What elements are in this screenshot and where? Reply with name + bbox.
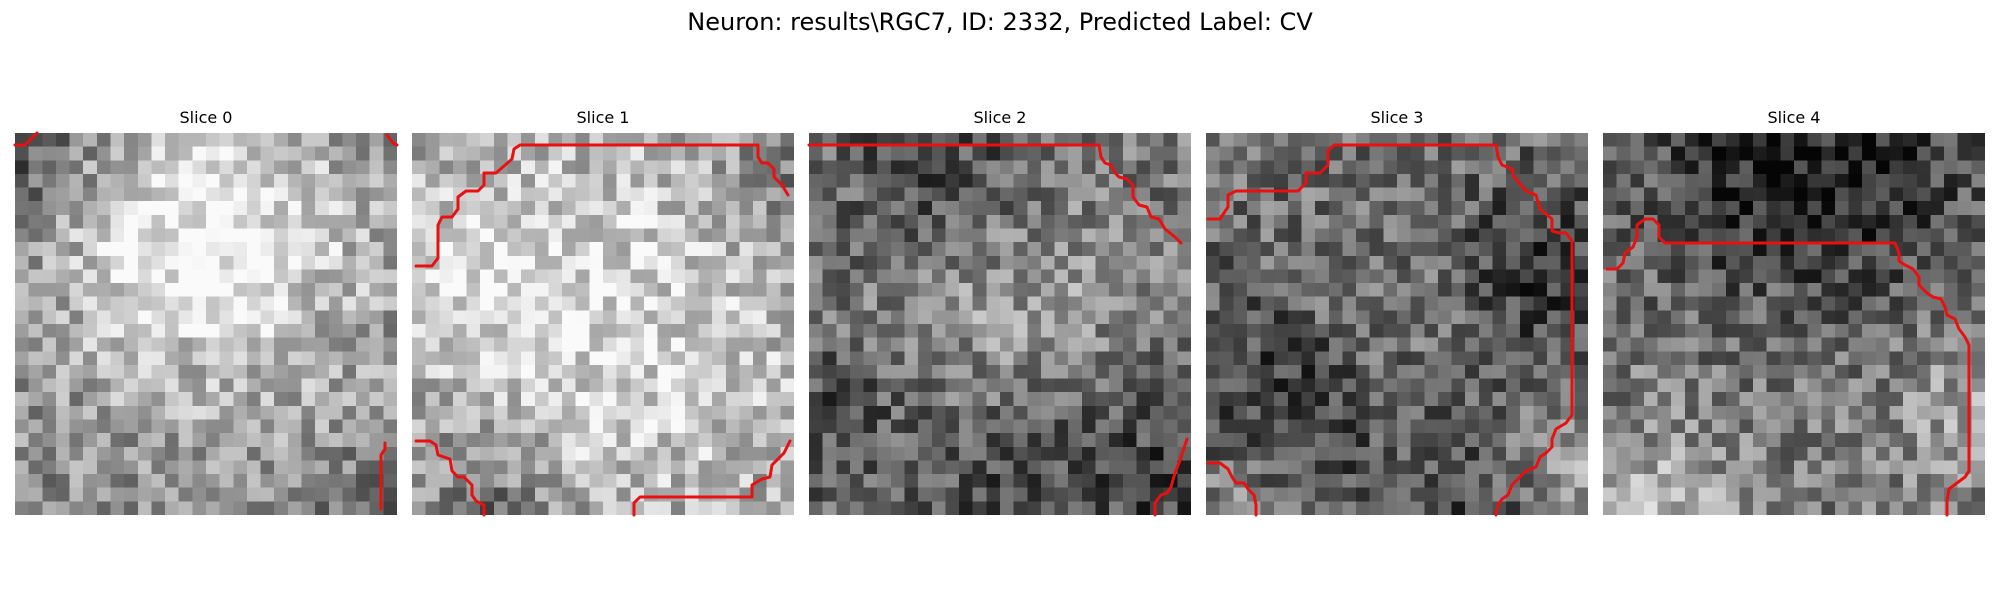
slice-4-image [1603,133,1985,517]
slice-4-pixels [1603,133,1985,515]
slice-4-title: Slice 4 [1767,108,1821,127]
slice-1-contour-top [414,143,790,268]
slice-1-contour-bottom-right [632,439,792,517]
slice-2-image [807,133,1191,517]
slice-0-contour-bottom-right [379,441,387,511]
slice-1-pixels [412,133,794,515]
slice-3-contour-bottom-left [1206,461,1258,517]
slice-0-contour-top-right [385,133,399,147]
figure-title: Neuron: results\RGC7, ID: 2332, Predicte… [687,8,1313,36]
slice-3-contour-main [1206,143,1574,517]
slice-2-contour [807,143,1189,517]
slice-1-image [412,133,794,517]
slice-1-contour-bottom-left [414,439,486,517]
slice-2-contour-bottom-right [1153,437,1189,517]
slice-3-image [1206,133,1588,517]
slice-2-pixels [809,133,1191,515]
slice-1-title: Slice 1 [576,108,630,127]
slice-0-image [13,131,399,515]
slice-1-contour [414,143,792,517]
slice-0-contour [13,131,399,511]
slice-3-pixels [1206,133,1588,515]
slice-4-contour-main [1605,217,1971,517]
slice-0-contour-top-left [13,131,39,147]
slice-2-title: Slice 2 [973,108,1027,127]
slice-2-contour-top [807,143,1183,245]
slice-4-contour [1605,217,1971,517]
slice-0-title: Slice 0 [179,108,233,127]
slice-3-contour [1206,143,1574,517]
slice-0-pixels [15,133,397,515]
slice-3-title: Slice 3 [1370,108,1424,127]
